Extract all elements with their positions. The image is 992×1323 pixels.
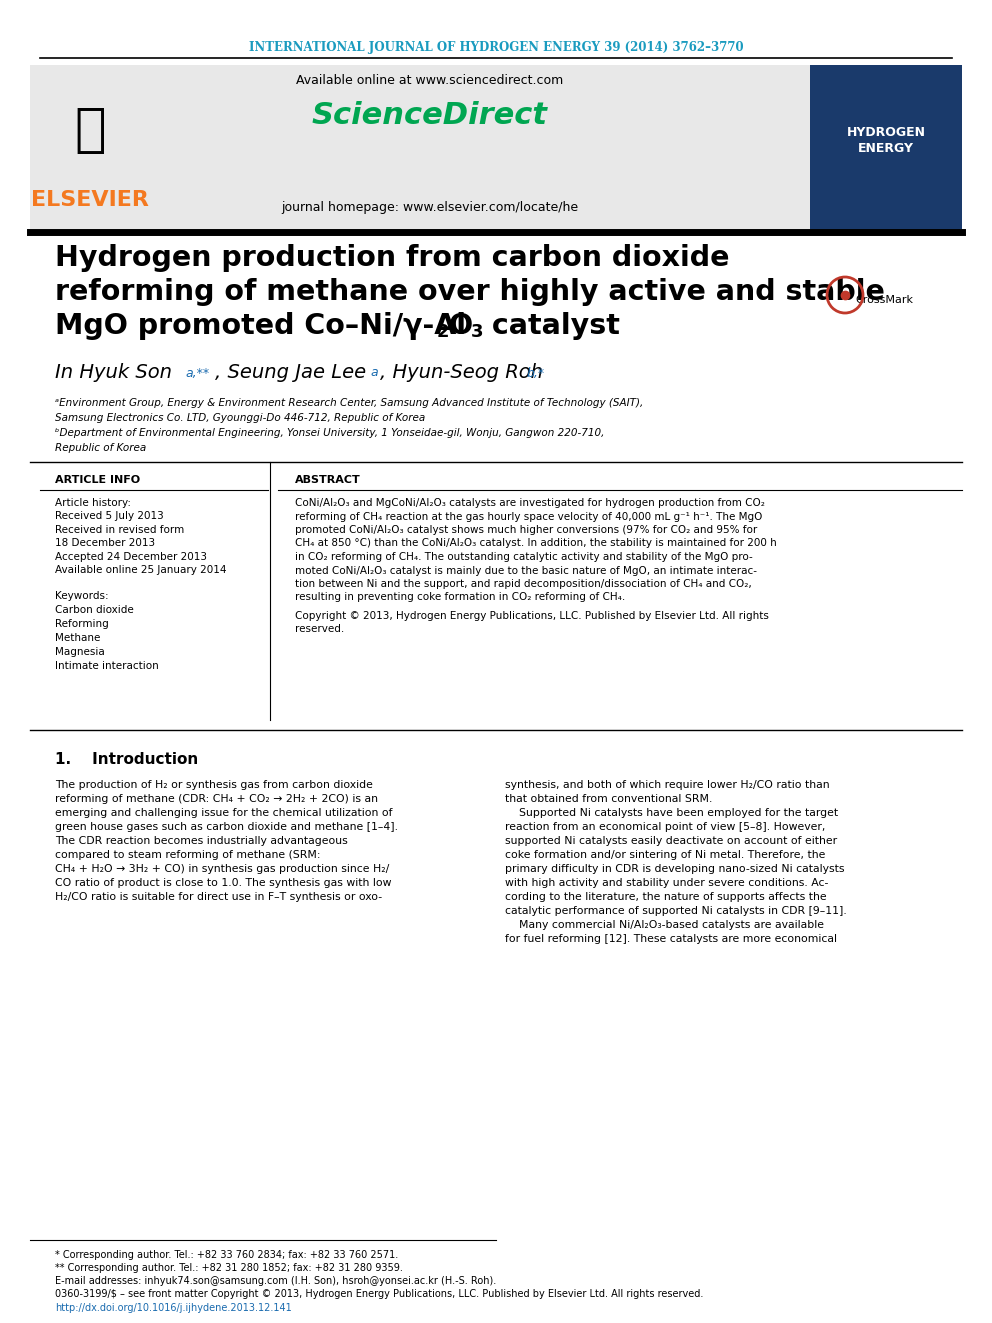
Text: CoNi/Al₂O₃ and MgCoNi/Al₂O₃ catalysts are investigated for hydrogen production f: CoNi/Al₂O₃ and MgCoNi/Al₂O₃ catalysts ar… xyxy=(295,497,765,508)
Text: catalytic performance of supported Ni catalysts in CDR [9–11].: catalytic performance of supported Ni ca… xyxy=(505,906,847,916)
Text: , Hyun-Seog Roh: , Hyun-Seog Roh xyxy=(380,364,543,382)
Text: synthesis, and both of which require lower H₂/CO ratio than: synthesis, and both of which require low… xyxy=(505,781,829,790)
Text: O: O xyxy=(449,312,473,340)
Text: ᵃEnvironment Group, Energy & Environment Research Center, Samsung Advanced Insti: ᵃEnvironment Group, Energy & Environment… xyxy=(55,398,643,407)
Text: emerging and challenging issue for the chemical utilization of: emerging and challenging issue for the c… xyxy=(55,808,393,818)
Text: green house gases such as carbon dioxide and methane [1–4].: green house gases such as carbon dioxide… xyxy=(55,822,398,832)
Text: Samsung Electronics Co. LTD, Gyounggi-Do 446-712, Republic of Korea: Samsung Electronics Co. LTD, Gyounggi-Do… xyxy=(55,413,426,423)
Text: E-mail addresses: inhyuk74.son@samsung.com (I.H. Son), hsroh@yonsei.ac.kr (H.-S.: E-mail addresses: inhyuk74.son@samsung.c… xyxy=(55,1275,496,1286)
Text: * Corresponding author. Tel.: +82 33 760 2834; fax: +82 33 760 2571.: * Corresponding author. Tel.: +82 33 760… xyxy=(55,1250,398,1259)
Text: H₂/CO ratio is suitable for direct use in F–T synthesis or oxo-: H₂/CO ratio is suitable for direct use i… xyxy=(55,892,382,902)
Text: journal homepage: www.elsevier.com/locate/he: journal homepage: www.elsevier.com/locat… xyxy=(282,201,578,214)
Text: Keywords:: Keywords: xyxy=(55,591,109,601)
Text: The production of H₂ or synthesis gas from carbon dioxide: The production of H₂ or synthesis gas fr… xyxy=(55,781,373,790)
Text: ABSTRACT: ABSTRACT xyxy=(295,475,361,486)
Text: In Hyuk Son: In Hyuk Son xyxy=(55,364,179,382)
Text: moted CoNi/Al₂O₃ catalyst is mainly due to the basic nature of MgO, an intimate : moted CoNi/Al₂O₃ catalyst is mainly due … xyxy=(295,565,757,576)
Text: 3: 3 xyxy=(471,323,483,341)
Text: 18 December 2013: 18 December 2013 xyxy=(55,538,155,548)
Text: primary difficulty in CDR is developing nano-sized Ni catalysts: primary difficulty in CDR is developing … xyxy=(505,864,844,875)
Text: INTERNATIONAL JOURNAL OF HYDROGEN ENERGY 39 (2014) 3762–3770: INTERNATIONAL JOURNAL OF HYDROGEN ENERGY… xyxy=(249,41,743,54)
Text: 1.    Introduction: 1. Introduction xyxy=(55,753,198,767)
Text: MgO promoted Co–Ni/γ-Al: MgO promoted Co–Ni/γ-Al xyxy=(55,312,466,340)
Text: Carbon dioxide: Carbon dioxide xyxy=(55,605,134,615)
Text: that obtained from conventional SRM.: that obtained from conventional SRM. xyxy=(505,794,712,804)
Text: Magnesia: Magnesia xyxy=(55,647,105,658)
Text: CrossMark: CrossMark xyxy=(855,295,913,306)
Text: http://dx.doi.org/10.1016/j.ijhydene.2013.12.141: http://dx.doi.org/10.1016/j.ijhydene.201… xyxy=(55,1303,292,1312)
FancyBboxPatch shape xyxy=(30,65,962,230)
Text: Intimate interaction: Intimate interaction xyxy=(55,662,159,671)
Text: reserved.: reserved. xyxy=(295,624,344,634)
Text: reforming of CH₄ reaction at the gas hourly space velocity of 40,000 mL g⁻¹ h⁻¹.: reforming of CH₄ reaction at the gas hou… xyxy=(295,512,763,521)
Text: Hydrogen production from carbon dioxide: Hydrogen production from carbon dioxide xyxy=(55,243,729,273)
Text: The CDR reaction becomes industrially advantageous: The CDR reaction becomes industrially ad… xyxy=(55,836,348,845)
Text: CH₄ at 850 °C) than the CoNi/Al₂O₃ catalyst. In addition, the stability is maint: CH₄ at 850 °C) than the CoNi/Al₂O₃ catal… xyxy=(295,538,777,549)
Text: a: a xyxy=(370,366,378,380)
Text: Received 5 July 2013: Received 5 July 2013 xyxy=(55,511,164,521)
Text: Copyright © 2013, Hydrogen Energy Publications, LLC. Published by Elsevier Ltd. : Copyright © 2013, Hydrogen Energy Public… xyxy=(295,611,769,620)
Text: CO ratio of product is close to 1.0. The synthesis gas with low: CO ratio of product is close to 1.0. The… xyxy=(55,878,392,888)
Text: catalyst: catalyst xyxy=(482,312,620,340)
Text: CH₄ + H₂O → 3H₂ + CO) in synthesis gas production since H₂/: CH₄ + H₂O → 3H₂ + CO) in synthesis gas p… xyxy=(55,864,389,875)
Text: ᵇDepartment of Environmental Engineering, Yonsei University, 1 Yonseidae-gil, Wo: ᵇDepartment of Environmental Engineering… xyxy=(55,429,604,438)
Text: Supported Ni catalysts have been employed for the target: Supported Ni catalysts have been employe… xyxy=(505,808,838,818)
Text: ARTICLE INFO: ARTICLE INFO xyxy=(55,475,140,486)
Text: Available online at www.sciencedirect.com: Available online at www.sciencedirect.co… xyxy=(297,74,563,86)
Text: Available online 25 January 2014: Available online 25 January 2014 xyxy=(55,565,226,576)
Text: 🌳: 🌳 xyxy=(74,105,106,156)
Text: Republic of Korea: Republic of Korea xyxy=(55,443,146,452)
Text: in CO₂ reforming of CH₄. The outstanding catalytic activity and stability of the: in CO₂ reforming of CH₄. The outstanding… xyxy=(295,552,753,562)
Text: ** Corresponding author. Tel.: +82 31 280 1852; fax: +82 31 280 9359.: ** Corresponding author. Tel.: +82 31 28… xyxy=(55,1263,403,1273)
Text: ScienceDirect: ScienceDirect xyxy=(312,101,548,130)
Text: HYDROGEN
ENERGY: HYDROGEN ENERGY xyxy=(846,126,926,155)
Text: promoted CoNi/Al₂O₃ catalyst shows much higher conversions (97% for CO₂ and 95% : promoted CoNi/Al₂O₃ catalyst shows much … xyxy=(295,525,757,534)
Text: tion between Ni and the support, and rapid decomposition/dissociation of CH₄ and: tion between Ni and the support, and rap… xyxy=(295,579,752,589)
Text: reaction from an economical point of view [5–8]. However,: reaction from an economical point of vie… xyxy=(505,822,825,832)
Text: reforming of methane (CDR: CH₄ + CO₂ → 2H₂ + 2CO) is an: reforming of methane (CDR: CH₄ + CO₂ → 2… xyxy=(55,794,378,804)
Text: b,*: b,* xyxy=(527,366,546,380)
Text: Article history:: Article history: xyxy=(55,497,131,508)
Text: compared to steam reforming of methane (SRM:: compared to steam reforming of methane (… xyxy=(55,849,320,860)
Text: Many commercial Ni/Al₂O₃-based catalysts are available: Many commercial Ni/Al₂O₃-based catalysts… xyxy=(505,919,824,930)
Text: , Seung Jae Lee: , Seung Jae Lee xyxy=(215,364,366,382)
Text: 2: 2 xyxy=(437,323,449,341)
Text: for fuel reforming [12]. These catalysts are more economical: for fuel reforming [12]. These catalysts… xyxy=(505,934,837,945)
Text: Accepted 24 December 2013: Accepted 24 December 2013 xyxy=(55,552,207,562)
Text: cording to the literature, the nature of supports affects the: cording to the literature, the nature of… xyxy=(505,892,826,902)
Text: a,**: a,** xyxy=(185,366,209,380)
Text: reforming of methane over highly active and stable: reforming of methane over highly active … xyxy=(55,278,885,306)
Text: Methane: Methane xyxy=(55,632,100,643)
Text: ELSEVIER: ELSEVIER xyxy=(31,191,149,210)
Text: with high activity and stability under severe conditions. Ac-: with high activity and stability under s… xyxy=(505,878,828,888)
Text: resulting in preventing coke formation in CO₂ reforming of CH₄.: resulting in preventing coke formation i… xyxy=(295,593,625,602)
FancyBboxPatch shape xyxy=(810,65,962,230)
Text: 0360-3199/$ – see front matter Copyright © 2013, Hydrogen Energy Publications, L: 0360-3199/$ – see front matter Copyright… xyxy=(55,1289,703,1299)
Text: coke formation and/or sintering of Ni metal. Therefore, the: coke formation and/or sintering of Ni me… xyxy=(505,849,825,860)
Text: Received in revised form: Received in revised form xyxy=(55,525,185,534)
Text: supported Ni catalysts easily deactivate on account of either: supported Ni catalysts easily deactivate… xyxy=(505,836,837,845)
Text: Reforming: Reforming xyxy=(55,619,109,628)
